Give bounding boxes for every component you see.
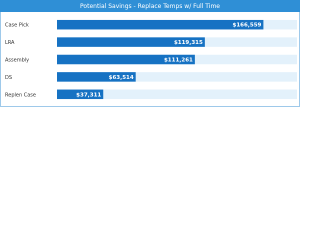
- panel-border: [0, 0, 300, 107]
- value-label: $111,261: [164, 58, 193, 64]
- bar: [57, 72, 136, 82]
- category-label: Assembly: [5, 58, 29, 64]
- category-label: Replen Case: [5, 92, 36, 98]
- bar: [57, 89, 104, 100]
- bar: [57, 19, 264, 30]
- category-label: DS: [5, 75, 12, 81]
- category-label: Case Pick: [5, 23, 29, 29]
- chart: Potential Savings - Replace Temps w/ Ful…: [0, 0, 300, 107]
- title-bar: [0, 0, 300, 12]
- bar-track: [57, 89, 297, 100]
- bar-track: [57, 72, 297, 82]
- value-label: $63,514: [109, 75, 134, 81]
- category-label: LRA: [5, 40, 15, 46]
- value-label: $119,315: [174, 40, 203, 46]
- value-label: $37,311: [76, 92, 101, 98]
- chart-title: Potential Savings - Replace Temps w/ Ful…: [80, 3, 220, 10]
- value-label: $166,559: [233, 23, 262, 29]
- bar: [57, 54, 195, 65]
- bar: [57, 37, 205, 47]
